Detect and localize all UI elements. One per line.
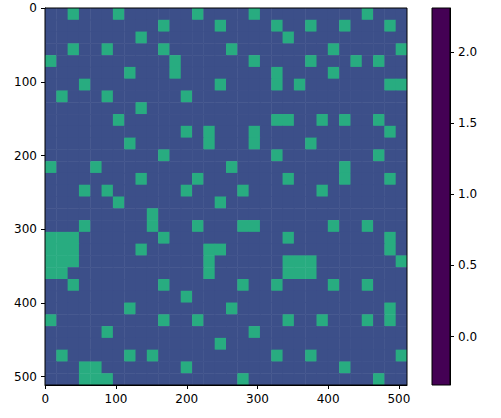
svg-text:0.5: 0.5 xyxy=(458,258,477,272)
svg-text:500: 500 xyxy=(14,370,37,384)
svg-text:400: 400 xyxy=(317,392,340,406)
svg-text:2.0: 2.0 xyxy=(458,45,477,59)
svg-text:0: 0 xyxy=(29,1,37,15)
svg-text:100: 100 xyxy=(14,75,37,89)
svg-text:1.0: 1.0 xyxy=(458,187,477,201)
svg-text:300: 300 xyxy=(14,222,37,236)
svg-text:200: 200 xyxy=(175,392,198,406)
svg-text:300: 300 xyxy=(246,392,269,406)
svg-text:0: 0 xyxy=(42,392,50,406)
svg-text:400: 400 xyxy=(14,296,37,310)
svg-text:500: 500 xyxy=(387,392,410,406)
svg-text:0.0: 0.0 xyxy=(458,330,477,344)
svg-text:1.5: 1.5 xyxy=(458,116,477,130)
svg-text:200: 200 xyxy=(14,149,37,163)
svg-text:100: 100 xyxy=(105,392,128,406)
